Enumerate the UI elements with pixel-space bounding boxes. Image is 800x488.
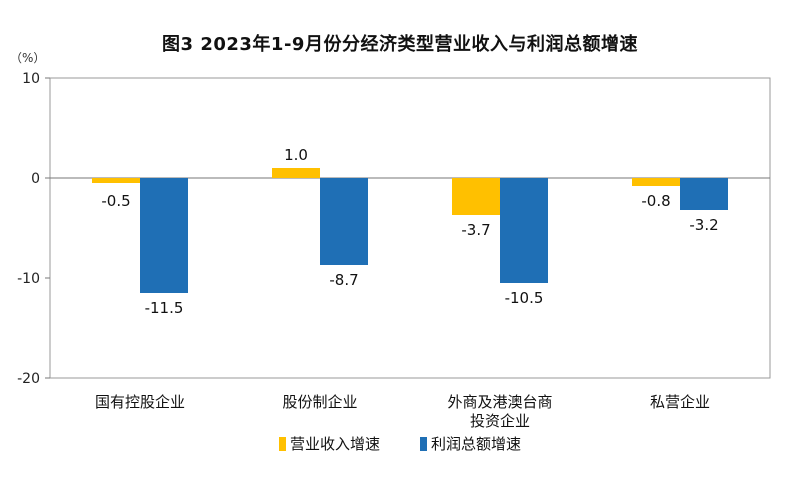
data-label-profit: -3.2 bbox=[689, 216, 718, 234]
data-label-profit: -10.5 bbox=[505, 289, 544, 307]
data-label-revenue: -0.8 bbox=[641, 192, 670, 210]
bar-revenue bbox=[632, 178, 680, 186]
plot-frame bbox=[49, 77, 771, 379]
data-label-profit: -11.5 bbox=[145, 299, 184, 317]
category-label: 私营企业 bbox=[650, 393, 710, 411]
chart-title: 图3 2023年1-9月份分经济类型营业收入与利润总额增速 bbox=[162, 34, 638, 55]
bars bbox=[92, 168, 728, 293]
legend-item-profit: 利润总额增速 bbox=[420, 433, 521, 454]
y-tick-label: -20 bbox=[17, 371, 40, 387]
category-label: 投资企业 bbox=[470, 412, 530, 430]
data-label-revenue: -0.5 bbox=[101, 192, 130, 210]
bar-profit bbox=[140, 178, 188, 293]
data-label-revenue: 1.0 bbox=[284, 146, 308, 164]
legend: 营业收入增速 利润总额增速 bbox=[0, 433, 800, 454]
category-label: 外商及港澳台商 bbox=[447, 393, 552, 411]
category-label: 股份制企业 bbox=[282, 393, 357, 411]
bar-revenue bbox=[272, 168, 320, 178]
legend-label-profit: 利润总额增速 bbox=[431, 435, 522, 453]
data-label-revenue: -3.7 bbox=[461, 221, 490, 239]
y-tick-label: 0 bbox=[31, 171, 40, 187]
bar-revenue bbox=[452, 178, 500, 215]
category-label: 国有控股企业 bbox=[95, 393, 185, 411]
legend-label-revenue: 营业收入增速 bbox=[289, 435, 380, 453]
legend-swatch-profit bbox=[420, 436, 427, 451]
legend-item-revenue: 营业收入增速 bbox=[278, 433, 380, 454]
bar-profit bbox=[680, 178, 728, 210]
y-tick-label: -10 bbox=[17, 271, 40, 287]
y-tick-label: 10 bbox=[22, 71, 40, 87]
unit-label: （%） bbox=[10, 51, 45, 65]
bar-profit bbox=[500, 178, 548, 283]
data-labels: -0.5 -11.5 1.0 -8.7 -3.7 -10.5 -0.8 -3.2 bbox=[101, 146, 718, 317]
legend-swatch-revenue bbox=[278, 436, 286, 451]
data-label-profit: -8.7 bbox=[329, 271, 358, 289]
bar-revenue bbox=[92, 178, 140, 183]
y-axis-ticks: 10 0 -10 -20 bbox=[17, 71, 50, 387]
bar-profit bbox=[320, 178, 368, 265]
